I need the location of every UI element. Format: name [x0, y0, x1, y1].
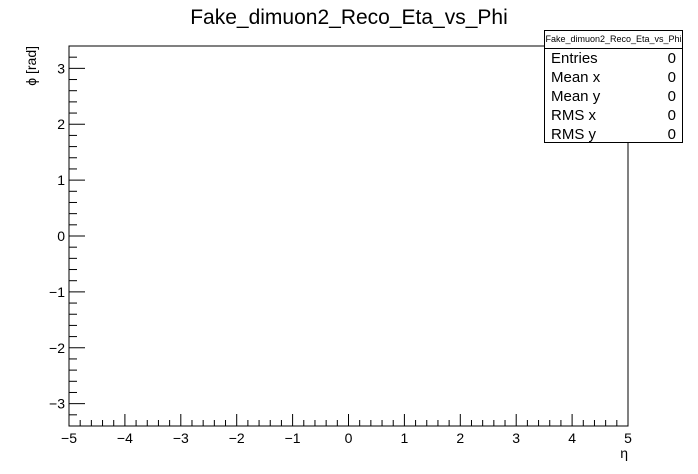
stats-key: RMS y	[551, 126, 596, 143]
y-tick-label: 3	[57, 60, 65, 76]
stats-title: Fake_dimuon2_Reco_Eta_vs_Phi	[545, 31, 682, 49]
stats-value: 0	[667, 88, 676, 105]
x-tick-label: −1	[285, 430, 301, 446]
stats-row-mean-y: Mean y 0	[545, 87, 682, 106]
stats-key: RMS x	[551, 107, 596, 124]
x-tick-label: 0	[345, 430, 353, 446]
x-axis: −5 −4 −3 −2 −1 0 1 2 3 4 5	[61, 414, 632, 446]
x-tick-label: −4	[117, 430, 133, 446]
stats-value: 0	[667, 107, 676, 124]
stats-value: 0	[667, 126, 676, 143]
stats-row-rms-y: RMS y 0	[545, 125, 682, 144]
x-tick-label: 5	[624, 430, 632, 446]
x-tick-label: −3	[173, 430, 189, 446]
x-tick-label: −2	[229, 430, 245, 446]
y-axis: −3 −2 −1 0 1 2 3	[49, 45, 85, 427]
x-tick-label: 1	[401, 430, 409, 446]
y-tick-label: 1	[57, 172, 65, 188]
stats-row-mean-x: Mean x 0	[545, 68, 682, 87]
y-tick-label: 0	[57, 228, 65, 244]
stats-value: 0	[667, 50, 676, 67]
stats-row-entries: Entries 0	[545, 49, 682, 68]
x-tick-label: 4	[568, 430, 576, 446]
y-tick-label: −2	[49, 340, 65, 356]
x-tick-label: 3	[512, 430, 520, 446]
chart-title: Fake_dimuon2_Reco_Eta_vs_Phi	[190, 6, 508, 29]
stats-key: Mean y	[551, 88, 601, 105]
stats-row-rms-x: RMS x 0	[545, 106, 682, 125]
x-tick-label: −5	[61, 430, 77, 446]
x-tick-label: 2	[456, 430, 464, 446]
y-tick-label: −3	[49, 396, 65, 412]
stats-box: Fake_dimuon2_Reco_Eta_vs_Phi Entries 0 M…	[544, 30, 683, 143]
y-tick-label: −1	[49, 284, 65, 300]
y-tick-label: 2	[57, 116, 65, 132]
y-axis-label: ϕ [rad]	[23, 46, 39, 86]
stats-key: Entries	[551, 50, 598, 67]
stats-key: Mean x	[551, 69, 601, 86]
stats-value: 0	[667, 69, 676, 86]
x-axis-label: η	[620, 445, 628, 461]
